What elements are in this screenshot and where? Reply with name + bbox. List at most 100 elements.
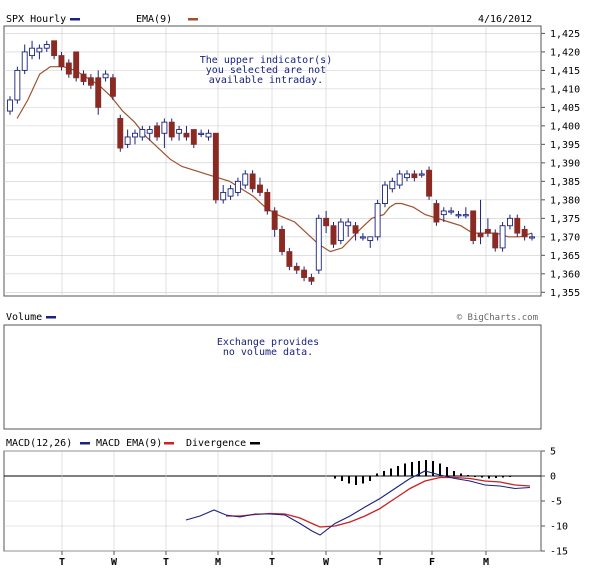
candle [462, 207, 469, 219]
candle-body [161, 121, 168, 134]
candle [529, 233, 535, 241]
candle-body [411, 173, 418, 179]
candle [345, 218, 352, 237]
candle [389, 177, 396, 193]
price-y-tick-label: 1,375 [550, 214, 580, 225]
candle [330, 222, 337, 248]
candle [168, 118, 175, 141]
candle-body [352, 225, 359, 234]
price-y-tick-label: 1,405 [550, 103, 580, 114]
candlestick-series [7, 40, 535, 285]
candle [227, 185, 234, 200]
price-y-tick-label: 1,355 [550, 288, 580, 299]
candle-body [257, 184, 263, 193]
candle-body [529, 236, 535, 239]
candle-body [315, 217, 322, 271]
price-y-tick-label: 1,360 [550, 269, 580, 280]
price-y-tick-label: 1,370 [550, 232, 580, 243]
candle-body [426, 169, 433, 197]
candle-body [396, 173, 403, 186]
candle-body [124, 136, 131, 145]
candle [382, 181, 388, 208]
x-tick-label: T [269, 557, 275, 568]
price-y-tick-label: 1,420 [550, 47, 580, 58]
candle [242, 170, 249, 189]
macd-line [185, 470, 531, 536]
candle [506, 214, 513, 230]
macd-y-tick-label: -15 [550, 547, 568, 558]
candle-body [29, 47, 36, 57]
candle [426, 166, 433, 200]
candle-body [514, 217, 521, 234]
candle [234, 177, 241, 197]
bigcharts-credit: © BigCharts.com [457, 313, 538, 323]
candle-body [205, 132, 212, 138]
price-y-tick-label: 1,425 [550, 29, 580, 40]
x-tick-label: T [163, 557, 169, 568]
candle [80, 70, 87, 86]
candle [499, 222, 506, 252]
upper-note-line-3: available intraday. [209, 75, 323, 86]
x-tick-label: W [111, 557, 118, 568]
price-y-tick-label: 1,390 [550, 158, 580, 169]
candle [65, 59, 72, 78]
price-y-tick-label: 1,400 [550, 121, 580, 132]
candle [190, 129, 197, 149]
candle-body [286, 251, 293, 267]
candle-body [36, 47, 43, 53]
candle [257, 177, 263, 197]
candle-body [183, 132, 190, 138]
x-tick-label: T [59, 557, 65, 568]
x-tick-label: W [323, 557, 330, 568]
candle-body [440, 210, 447, 216]
candle [249, 170, 256, 193]
candle [73, 51, 80, 82]
macd-label: MACD(12,26) [6, 438, 72, 449]
candle [161, 118, 168, 149]
candle-body [198, 132, 205, 135]
candle [440, 207, 447, 223]
candle [139, 125, 146, 141]
candle-body [7, 99, 13, 112]
candle [470, 210, 477, 245]
candle-body [374, 203, 381, 238]
candle-body [264, 191, 271, 212]
candle-body [330, 225, 337, 245]
candle-body [462, 214, 469, 217]
candle [87, 74, 94, 89]
candle [154, 122, 160, 141]
candle-body [506, 217, 513, 227]
candle-body [117, 118, 124, 149]
candle-body [359, 236, 366, 239]
date-label: 4/16/2012 [478, 14, 532, 25]
candle [433, 199, 440, 226]
candle [212, 132, 219, 204]
candle [21, 44, 28, 75]
candle-body [301, 269, 308, 278]
candle-body [337, 221, 344, 241]
macd-panel: 5 0 -5 -10 -15 [3, 447, 568, 558]
candle [337, 218, 344, 245]
candle [477, 199, 484, 245]
candle [205, 129, 212, 141]
candle-body [477, 232, 484, 238]
candle [264, 188, 271, 215]
candle-body [521, 228, 528, 238]
candle-body [176, 129, 183, 134]
candle-body [418, 173, 425, 176]
candle-body [271, 210, 278, 230]
candle-body [43, 44, 50, 49]
candle [448, 207, 455, 215]
candle [404, 170, 410, 182]
volume-legend-swatch [46, 316, 56, 319]
candle-body [21, 51, 28, 71]
candle-body [139, 129, 146, 138]
symbol-label: SPX Hourly [6, 14, 66, 25]
candle [117, 114, 124, 152]
candle-body [234, 180, 241, 193]
divergence-histogram [334, 460, 511, 485]
candle [359, 233, 366, 241]
candle [279, 225, 285, 256]
candle [323, 210, 330, 234]
